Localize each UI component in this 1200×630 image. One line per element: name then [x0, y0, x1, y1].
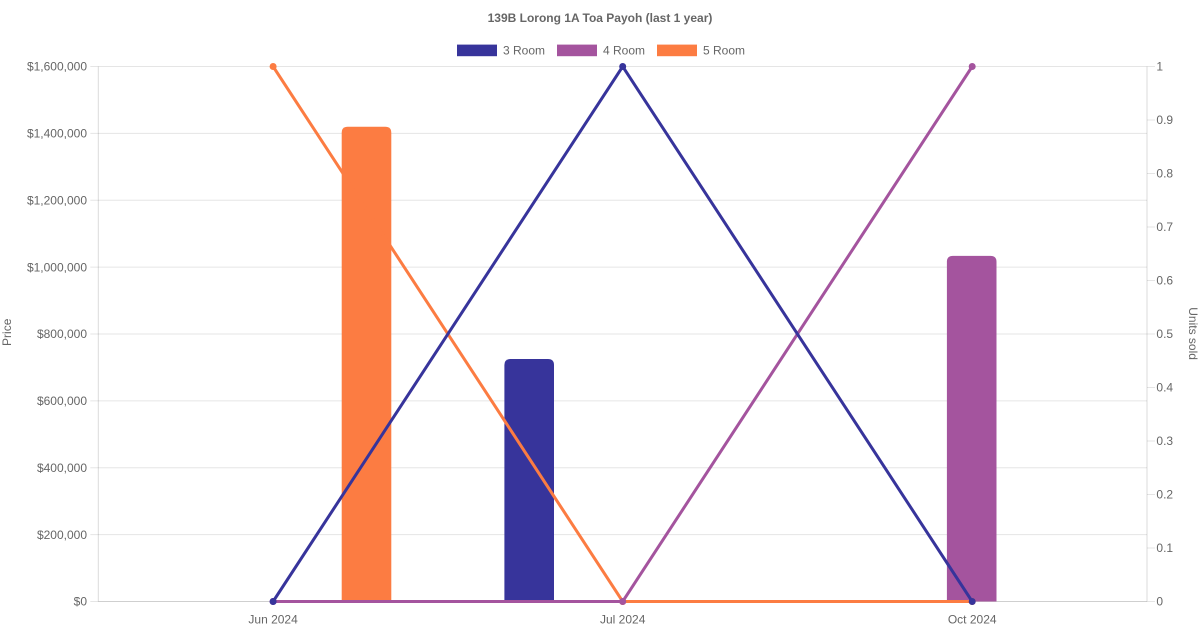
svg-text:Price: Price: [0, 318, 14, 346]
svg-text:0.8: 0.8: [1156, 167, 1173, 181]
svg-text:Units sold: Units sold: [1186, 307, 1200, 360]
svg-text:0: 0: [1156, 595, 1163, 609]
svg-text:0.6: 0.6: [1156, 274, 1173, 288]
svg-text:0.1: 0.1: [1156, 541, 1173, 555]
svg-text:$1,600,000: $1,600,000: [27, 60, 87, 74]
svg-text:0.9: 0.9: [1156, 113, 1173, 127]
svg-text:3 Room: 3 Room: [503, 43, 545, 57]
svg-text:1: 1: [1156, 60, 1163, 74]
svg-text:$1,200,000: $1,200,000: [27, 193, 87, 207]
svg-text:$200,000: $200,000: [37, 528, 87, 542]
svg-text:Oct 2024: Oct 2024: [948, 612, 997, 626]
svg-text:0.5: 0.5: [1156, 327, 1173, 341]
svg-text:0.7: 0.7: [1156, 220, 1173, 234]
svg-text:$1,400,000: $1,400,000: [27, 127, 87, 141]
svg-text:0.3: 0.3: [1156, 434, 1173, 448]
svg-text:139B Lorong 1A Toa Payoh (last: 139B Lorong 1A Toa Payoh (last 1 year): [488, 11, 713, 25]
svg-text:$400,000: $400,000: [37, 461, 87, 475]
svg-text:Jun 2024: Jun 2024: [248, 612, 298, 626]
svg-text:$0: $0: [74, 595, 88, 609]
svg-text:0.4: 0.4: [1156, 381, 1173, 395]
svg-text:Jul 2024: Jul 2024: [600, 612, 646, 626]
svg-text:4 Room: 4 Room: [603, 43, 645, 57]
svg-text:$600,000: $600,000: [37, 394, 87, 408]
svg-text:$1,000,000: $1,000,000: [27, 260, 87, 274]
svg-text:5 Room: 5 Room: [703, 43, 745, 57]
svg-text:0.2: 0.2: [1156, 488, 1173, 502]
svg-text:$800,000: $800,000: [37, 327, 87, 341]
